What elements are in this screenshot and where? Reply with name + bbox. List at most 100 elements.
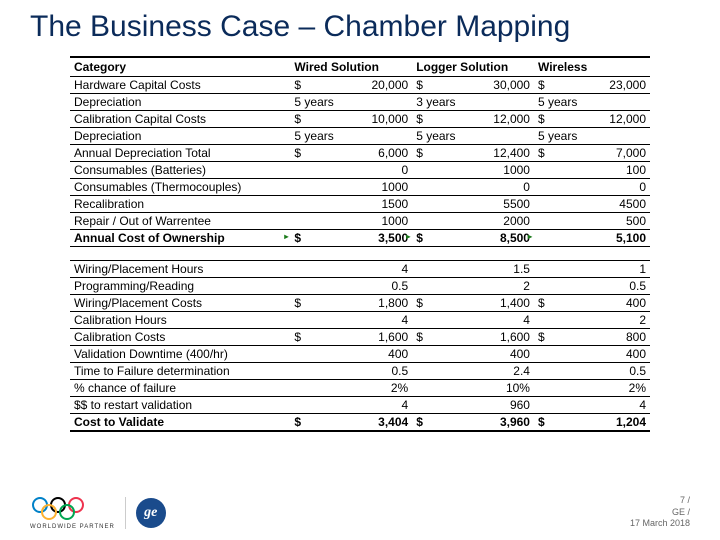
- table-row: Programming/Reading0.520.5: [70, 278, 650, 295]
- table-row: $$ to restart validation49604: [70, 397, 650, 414]
- cell-wired: 0.5: [290, 278, 412, 295]
- table-row: Recalibration150055004500: [70, 196, 650, 213]
- table-row: Repair / Out of Warrentee10002000500: [70, 213, 650, 230]
- row-label: Annual Depreciation Total: [70, 145, 290, 162]
- table-row: Consumables (Batteries)01000100: [70, 162, 650, 179]
- company-label: GE /: [630, 507, 690, 519]
- cell-wireless: 1: [534, 261, 650, 278]
- cell-wired: 0: [290, 162, 412, 179]
- page-number: 7 /: [630, 495, 690, 507]
- summary-label: Cost to Validate: [70, 414, 290, 432]
- cell-wired: 5 years: [290, 94, 412, 111]
- cell-wireless: $12,000: [534, 111, 650, 128]
- row-label: Depreciation: [70, 128, 290, 145]
- cell-logger: 400: [412, 346, 534, 363]
- cell-wireless: 2%: [534, 380, 650, 397]
- cell-wireless: 4: [534, 397, 650, 414]
- row-label: Calibration Capital Costs: [70, 111, 290, 128]
- row-label: Wiring/Placement Costs: [70, 295, 290, 312]
- partner-text: WORLDWIDE PARTNER: [30, 524, 115, 530]
- cell-wired: 400: [290, 346, 412, 363]
- olympic-logo: WORLDWIDE PARTNER: [30, 496, 115, 530]
- slide-title: The Business Case – Chamber Mapping: [30, 10, 570, 43]
- cell-logger: $12,000: [412, 111, 534, 128]
- row-label: Calibration Hours: [70, 312, 290, 329]
- slide-date: 17 March 2018: [630, 518, 690, 530]
- cell-logger: 2000: [412, 213, 534, 230]
- cell-logger: 960: [412, 397, 534, 414]
- cell-wired: 0.5: [290, 363, 412, 380]
- summary-logger: $3,960: [412, 414, 534, 432]
- comparison-table: Category Wired Solution Logger Solution …: [70, 56, 650, 432]
- cell-wired: 2%: [290, 380, 412, 397]
- cell-wireless: $23,000: [534, 77, 650, 94]
- footer-logos: WORLDWIDE PARTNER ge: [30, 496, 166, 530]
- ge-logo-icon: ge: [136, 498, 166, 528]
- row-label: Wiring/Placement Hours: [70, 261, 290, 278]
- cell-logger: $12,400: [412, 145, 534, 162]
- cell-logger: 2.4: [412, 363, 534, 380]
- table-row: Wiring/Placement Costs$1,800$1,400$400: [70, 295, 650, 312]
- table-row: Depreciation5 years5 years5 years: [70, 128, 650, 145]
- row-label: Recalibration: [70, 196, 290, 213]
- table-row: Annual Depreciation Total$6,000$12,400$7…: [70, 145, 650, 162]
- table-row: Calibration Costs$1,600$1,600$800: [70, 329, 650, 346]
- cell-logger: 5 years: [412, 128, 534, 145]
- cell-logger: 3 years: [412, 94, 534, 111]
- cell-wireless: 0: [534, 179, 650, 196]
- table-row: Time to Failure determination0.52.40.5: [70, 363, 650, 380]
- row-label: Time to Failure determination: [70, 363, 290, 380]
- cell-logger: $1,400: [412, 295, 534, 312]
- cell-logger: 1000: [412, 162, 534, 179]
- cell-wired: $10,000: [290, 111, 412, 128]
- cell-wired: 1000: [290, 213, 412, 230]
- cell-wireless: 100: [534, 162, 650, 179]
- cell-logger: 10%: [412, 380, 534, 397]
- cell-wired: 4: [290, 312, 412, 329]
- cell-wireless: 4500: [534, 196, 650, 213]
- logo-divider: [125, 497, 126, 529]
- footer-meta: 7 / GE / 17 March 2018: [630, 495, 690, 530]
- table-row: Hardware Capital Costs$20,000$30,000$23,…: [70, 77, 650, 94]
- row-label: % chance of failure: [70, 380, 290, 397]
- cell-logger: 1.5: [412, 261, 534, 278]
- cell-wireless: $400: [534, 295, 650, 312]
- cell-wired: 1000: [290, 179, 412, 196]
- summary-wired: ▸$3,500: [290, 230, 412, 247]
- olympic-rings-icon: [30, 496, 86, 522]
- slide-footer: WORLDWIDE PARTNER ge 7 / GE / 17 March 2…: [30, 495, 690, 530]
- header-logger: Logger Solution: [412, 57, 534, 77]
- row-label: Calibration Costs: [70, 329, 290, 346]
- cell-wired: 1500: [290, 196, 412, 213]
- cell-wired: 5 years: [290, 128, 412, 145]
- cell-logger: 2: [412, 278, 534, 295]
- summary-wireless: $1,204: [534, 414, 650, 432]
- row-label: Repair / Out of Warrentee: [70, 213, 290, 230]
- summary-row: Annual Cost of Ownership▸$3,500▸$8,500▸5…: [70, 230, 650, 247]
- header-wireless: Wireless: [534, 57, 650, 77]
- summary-label: Annual Cost of Ownership: [70, 230, 290, 247]
- table-row: Validation Downtime (400/hr)400400400: [70, 346, 650, 363]
- summary-row: Cost to Validate$3,404$3,960$1,204: [70, 414, 650, 432]
- table-row: Wiring/Placement Hours41.51: [70, 261, 650, 278]
- table-row: Calibration Capital Costs$10,000$12,000$…: [70, 111, 650, 128]
- cell-wireless: 2: [534, 312, 650, 329]
- cell-logger: 5500: [412, 196, 534, 213]
- cell-wireless: $800: [534, 329, 650, 346]
- cell-logger: 0: [412, 179, 534, 196]
- row-label: Validation Downtime (400/hr): [70, 346, 290, 363]
- cell-wireless: 0.5: [534, 278, 650, 295]
- table-row: % chance of failure2%10%2%: [70, 380, 650, 397]
- cell-wireless: 5 years: [534, 128, 650, 145]
- cell-logger: $1,600: [412, 329, 534, 346]
- cell-wired: $1,600: [290, 329, 412, 346]
- cell-wireless: 500: [534, 213, 650, 230]
- cell-wireless: 0.5: [534, 363, 650, 380]
- table-row: Consumables (Thermocouples)100000: [70, 179, 650, 196]
- cell-wired: 4: [290, 261, 412, 278]
- comparison-table-container: Category Wired Solution Logger Solution …: [70, 56, 650, 432]
- summary-logger: ▸$8,500: [412, 230, 534, 247]
- cell-wired: $6,000: [290, 145, 412, 162]
- spacer-row: [70, 247, 650, 261]
- table-header-row: Category Wired Solution Logger Solution …: [70, 57, 650, 77]
